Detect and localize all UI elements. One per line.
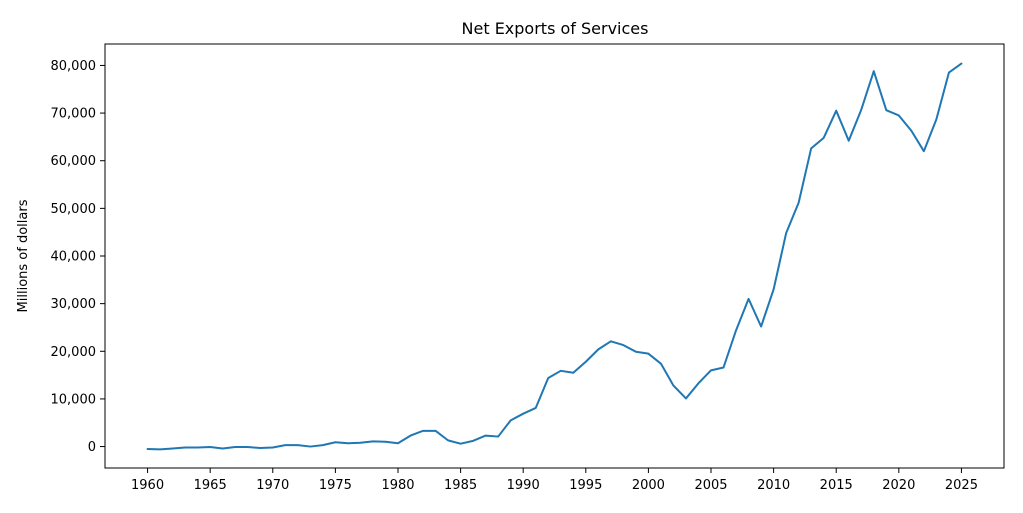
x-tick-label: 2005: [694, 478, 727, 493]
x-tick-label: 1980: [381, 478, 414, 493]
y-tick-label: 40,000: [51, 250, 97, 265]
x-tick-label: 2020: [882, 478, 915, 493]
chart-title: Net Exports of Services: [462, 19, 649, 38]
x-tick-label: 2015: [820, 478, 853, 493]
series-line: [146, 62, 963, 451]
x-tick-label: 1985: [444, 478, 477, 493]
plot-area-frame: [104, 43, 1005, 469]
x-tick-label: 1975: [319, 478, 352, 493]
x-tick-label: 1960: [131, 478, 164, 493]
y-axis-label: Millions of dollars: [16, 199, 31, 312]
x-axis-ticks: 1960 1965 1970 1975 1980 1985 1990 1995 2000 2005…: [131, 468, 978, 493]
y-tick-label: 70,000: [51, 107, 97, 122]
y-tick-label: 0: [88, 440, 96, 455]
x-tick-label: 2010: [757, 478, 790, 493]
x-tick-label: 2000: [632, 478, 665, 493]
y-tick-label: 80,000: [51, 59, 97, 74]
x-tick-label: 1990: [507, 478, 540, 493]
x-tick-label: 1995: [569, 478, 602, 493]
y-tick-label: 60,000: [51, 154, 97, 169]
x-tick-label: 1965: [194, 478, 227, 493]
y-tick-label: 30,000: [51, 297, 97, 312]
y-tick-label: 10,000: [51, 392, 97, 407]
y-tick-label: 50,000: [51, 202, 97, 217]
y-axis-ticks: 0 10,000 20,000 30,000 40,000 50,000 60,000 70,…: [51, 59, 105, 455]
x-tick-label: 2025: [945, 478, 978, 493]
x-tick-label: 1970: [256, 478, 289, 493]
y-tick-label: 20,000: [51, 345, 97, 360]
